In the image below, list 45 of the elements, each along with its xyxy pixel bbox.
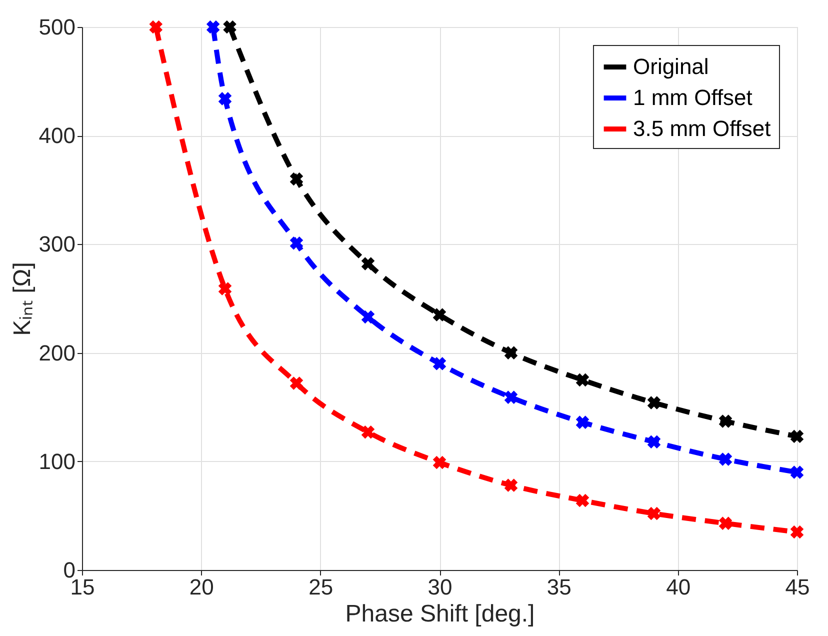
x-tick-label: 40 — [666, 574, 691, 600]
point — [504, 346, 518, 360]
point — [647, 435, 661, 448]
point — [718, 414, 732, 428]
point — [290, 376, 304, 390]
point — [504, 478, 518, 492]
y-tick-label: 200 — [38, 340, 76, 366]
point — [790, 466, 804, 479]
legend-label: 1 mm Offset — [633, 85, 752, 110]
point — [504, 390, 518, 404]
point — [218, 282, 232, 296]
point — [718, 452, 732, 466]
point — [718, 516, 732, 530]
point — [432, 357, 446, 370]
point — [790, 525, 804, 539]
point — [432, 308, 446, 322]
point — [647, 396, 661, 410]
point — [361, 425, 375, 439]
x-tick-label: 45 — [785, 574, 810, 600]
x-tick-label: 25 — [308, 574, 334, 600]
point — [290, 236, 304, 250]
y-tick-label: 500 — [38, 14, 76, 40]
y-tick-label: 100 — [38, 448, 76, 474]
x-axis-title: Phase Shift [deg.] — [345, 600, 535, 628]
legend-label: Original — [633, 54, 709, 79]
y-axis-title: Kᵢₙₜ [Ω] — [8, 262, 36, 336]
point — [361, 257, 375, 270]
point — [576, 494, 590, 508]
point — [790, 430, 804, 444]
point — [290, 172, 304, 186]
legend-label: 3.5 mm Offset — [633, 116, 771, 141]
point — [361, 310, 375, 324]
point — [576, 373, 590, 387]
x-tick-label: 30 — [428, 574, 452, 600]
point — [218, 92, 232, 106]
point — [223, 20, 236, 34]
point — [432, 456, 446, 470]
x-tick-label: 20 — [189, 574, 214, 600]
point — [149, 20, 163, 34]
y-tick-label: 400 — [38, 123, 76, 148]
point — [576, 416, 590, 429]
x-tick-label: 35 — [546, 574, 572, 600]
point — [647, 506, 661, 520]
y-tick-label: 300 — [38, 232, 76, 257]
point — [206, 20, 220, 34]
